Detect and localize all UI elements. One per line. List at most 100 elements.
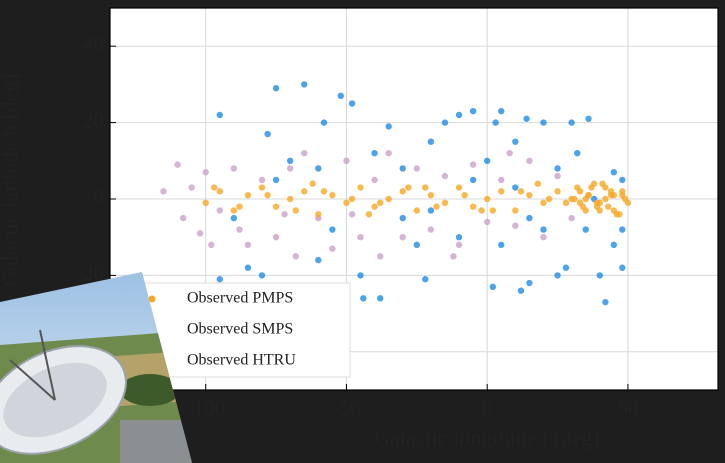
point — [574, 149, 581, 157]
legend-label: Observed SMPS — [187, 321, 293, 338]
point — [596, 272, 603, 279]
point — [469, 107, 477, 115]
point — [365, 211, 373, 218]
point — [512, 207, 519, 214]
point — [602, 195, 609, 203]
x-tick-label: 50 — [617, 396, 638, 420]
point — [343, 199, 350, 207]
point — [292, 207, 299, 214]
point — [405, 184, 412, 191]
y-axis-label: Galactic latitude b [deg] — [0, 73, 22, 286]
point — [216, 207, 223, 214]
point — [320, 188, 328, 195]
point — [517, 188, 525, 195]
y-tick-label: 40 — [83, 32, 104, 56]
point — [272, 234, 280, 241]
point — [455, 184, 463, 191]
point — [523, 115, 530, 122]
point — [554, 172, 561, 180]
point — [377, 199, 384, 207]
legend-marker — [148, 295, 156, 303]
point — [562, 264, 570, 271]
point — [619, 176, 626, 184]
point — [498, 176, 505, 184]
point — [413, 165, 421, 172]
point — [607, 191, 615, 199]
point — [526, 191, 533, 199]
point — [534, 180, 542, 187]
point — [422, 184, 429, 191]
point — [576, 199, 584, 207]
legend-box — [139, 282, 351, 378]
point — [385, 123, 392, 130]
legend-label: Observed PMPS — [187, 290, 293, 307]
point — [315, 256, 322, 264]
point — [616, 211, 623, 218]
point — [202, 199, 209, 207]
point — [399, 188, 406, 195]
point — [301, 81, 308, 88]
legend-label: Observed HTRU — [187, 352, 296, 369]
point — [399, 234, 406, 241]
point — [385, 149, 392, 157]
point — [286, 165, 294, 172]
point — [526, 214, 533, 222]
point — [469, 203, 477, 210]
point — [348, 100, 356, 107]
point — [576, 188, 584, 195]
y-tick-label: 0 — [94, 185, 105, 209]
point — [498, 241, 505, 249]
point — [216, 276, 223, 283]
point — [399, 214, 406, 222]
point — [286, 195, 294, 203]
point — [512, 184, 519, 191]
point — [455, 111, 463, 119]
point — [264, 191, 271, 199]
point — [343, 157, 350, 164]
point — [427, 138, 435, 145]
point — [413, 207, 421, 214]
point — [427, 207, 435, 214]
x-tick-label: 0 — [482, 396, 493, 420]
point — [216, 188, 223, 195]
point — [236, 226, 243, 233]
point — [357, 184, 364, 191]
point — [301, 188, 308, 195]
point — [160, 188, 167, 195]
point — [315, 211, 322, 218]
point — [450, 253, 457, 260]
point — [512, 222, 519, 229]
point — [230, 214, 238, 222]
point — [244, 191, 252, 199]
point — [455, 241, 463, 249]
point — [483, 157, 491, 164]
point — [272, 203, 280, 210]
point — [478, 207, 485, 214]
point — [360, 295, 367, 302]
point — [413, 241, 421, 249]
point — [582, 207, 589, 214]
point — [469, 176, 477, 184]
point — [588, 184, 595, 191]
point — [545, 195, 553, 203]
point — [512, 138, 519, 145]
point — [469, 161, 477, 168]
point — [554, 165, 561, 172]
point — [377, 253, 384, 260]
point — [196, 230, 204, 237]
point — [329, 245, 336, 252]
point — [179, 214, 187, 222]
point — [258, 176, 266, 184]
x-tick-label: -50 — [332, 396, 360, 420]
point — [441, 199, 449, 207]
point — [506, 149, 513, 157]
x-axis-label: Galactic longitude l [deg] — [374, 425, 599, 450]
point — [244, 264, 252, 271]
point — [315, 165, 322, 172]
point — [210, 184, 218, 191]
point — [605, 203, 612, 210]
point — [281, 211, 288, 218]
point — [258, 272, 266, 279]
point — [427, 226, 435, 233]
